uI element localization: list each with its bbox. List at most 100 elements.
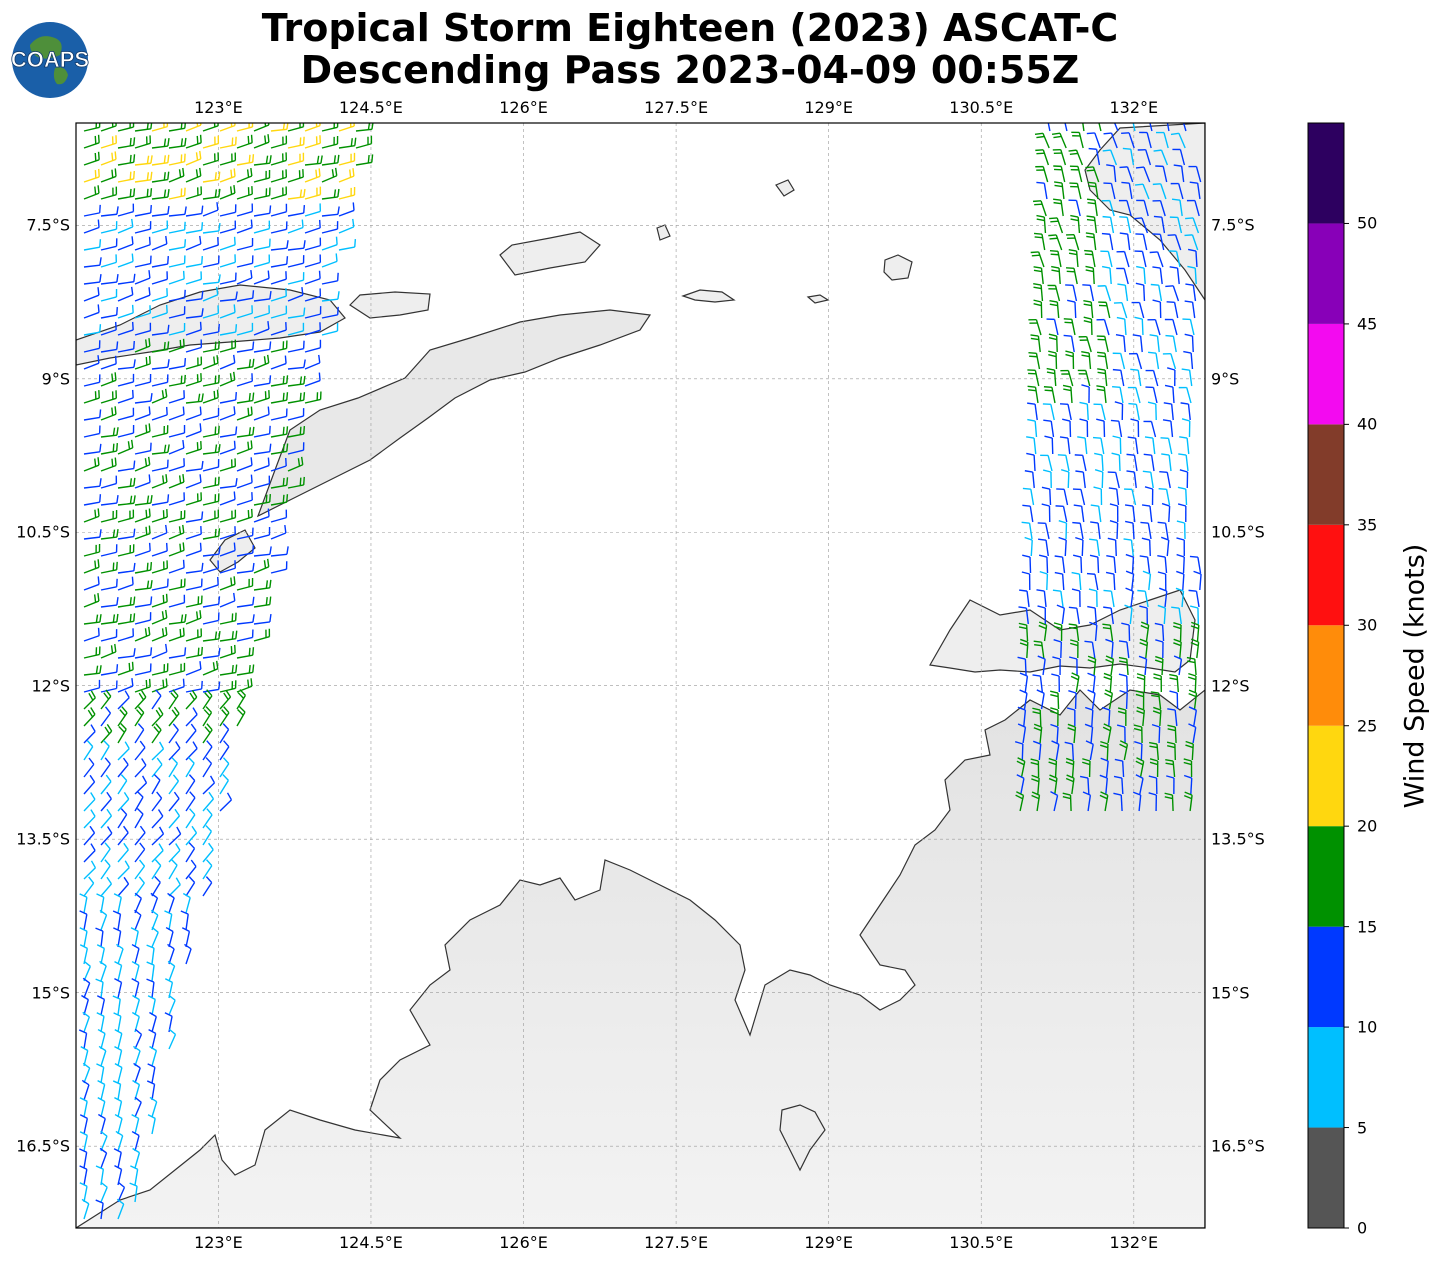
wind-barb (1189, 555, 1202, 574)
wind-barb (236, 492, 253, 506)
wind-barb (83, 390, 100, 404)
wind-barb (100, 842, 111, 863)
lat-tick-label-right: 16.5°S (1211, 1136, 1265, 1156)
wind-barb (134, 876, 145, 897)
wind-barb (1127, 386, 1141, 404)
wind-barb (1139, 605, 1148, 625)
wind-barb (321, 272, 339, 285)
wind-barb (100, 561, 118, 574)
wind-barb (270, 203, 288, 217)
wind-barb (114, 1046, 123, 1067)
wind-barb (236, 373, 253, 387)
wind-barb (168, 808, 181, 829)
wind-barb (1016, 774, 1025, 795)
wind-barb (83, 529, 102, 540)
wind-barb (168, 594, 186, 608)
wind-barb (151, 388, 168, 404)
wind-barb (134, 236, 151, 251)
wind-barb (1027, 418, 1038, 438)
colorbar-segment (1308, 625, 1344, 726)
wind-barb (1087, 605, 1097, 625)
wind-barb (1189, 181, 1201, 200)
wind-barb (219, 152, 237, 166)
wind-barb (1101, 199, 1115, 217)
wind-barb (219, 440, 236, 455)
wind-barb (202, 630, 221, 642)
wind-barb (287, 456, 304, 472)
wind-barb (151, 578, 169, 591)
wind-barb (1136, 673, 1146, 693)
wind-barb (117, 596, 136, 608)
wind-barb (117, 808, 128, 829)
wind-barb (83, 740, 94, 761)
wind-barb (151, 757, 163, 778)
wind-barb (168, 689, 179, 710)
wind-barb (304, 155, 323, 166)
wind-barb (83, 151, 100, 166)
wind-barb (1116, 316, 1127, 336)
wind-barb (1162, 352, 1177, 370)
wind-barb (168, 123, 187, 132)
wind-barb (117, 576, 134, 591)
wind-barb (1105, 571, 1116, 591)
wind-barb (1043, 469, 1052, 489)
wind-barb (1082, 758, 1091, 778)
wind-barb (1188, 589, 1200, 608)
colorbar-segment (1308, 123, 1344, 224)
wind-barb (100, 791, 112, 812)
wind-barb (134, 775, 148, 795)
wind-barb (81, 994, 89, 1016)
wind-barb (287, 169, 304, 183)
wind-barb (1084, 249, 1096, 268)
wind-barb (253, 290, 272, 302)
wind-barb (164, 910, 173, 931)
wind-barb (1124, 504, 1136, 523)
wind-barb (134, 690, 147, 710)
wind-barb (114, 1028, 123, 1050)
wind-barb (134, 322, 152, 336)
wind-barb (1068, 623, 1080, 642)
wind-barb (304, 123, 321, 132)
wind-barb (1017, 656, 1027, 676)
lon-tick-label-top: 132°E (1109, 98, 1159, 117)
wind-barb (83, 614, 102, 625)
lat-tick-label-left: 9°S (41, 369, 70, 389)
wind-barb (134, 270, 151, 285)
wind-barb (151, 425, 169, 438)
wind-barb (185, 595, 203, 608)
wind-barb (149, 1045, 158, 1067)
wind-barb (253, 457, 270, 472)
wind-barb (1176, 553, 1185, 574)
wind-barb (219, 680, 237, 693)
wind-barb (134, 171, 153, 183)
wind-barb (1079, 401, 1089, 421)
wind-barb (117, 876, 130, 897)
wind-barb (236, 167, 253, 183)
wind-barb (132, 1147, 141, 1169)
wind-barb (134, 495, 153, 506)
wind-barb (1109, 519, 1119, 540)
wind-barb (270, 305, 288, 319)
wind-barb (147, 1063, 156, 1084)
wind-barb (79, 1114, 89, 1135)
wind-barb (117, 425, 135, 438)
australia-land (76, 689, 1205, 1228)
wind-barb (134, 596, 153, 608)
wind-barb (133, 1062, 141, 1084)
wind-barb (287, 188, 306, 200)
wind-barb (168, 578, 186, 591)
wind-barb (236, 237, 254, 251)
wind-barb (100, 689, 112, 710)
lat-tick-label-left: 13.5°S (16, 829, 70, 849)
wind-barb (1129, 352, 1143, 370)
wind-barb (1088, 147, 1101, 166)
wind-barb (134, 790, 144, 812)
wind-barb (82, 1011, 90, 1033)
wind-barb (134, 626, 151, 642)
wind-barb (202, 340, 220, 353)
wind-barb (168, 270, 185, 285)
wind-barb (1161, 453, 1172, 472)
map-frame (75, 122, 1206, 1229)
wind-barb (1102, 149, 1118, 166)
